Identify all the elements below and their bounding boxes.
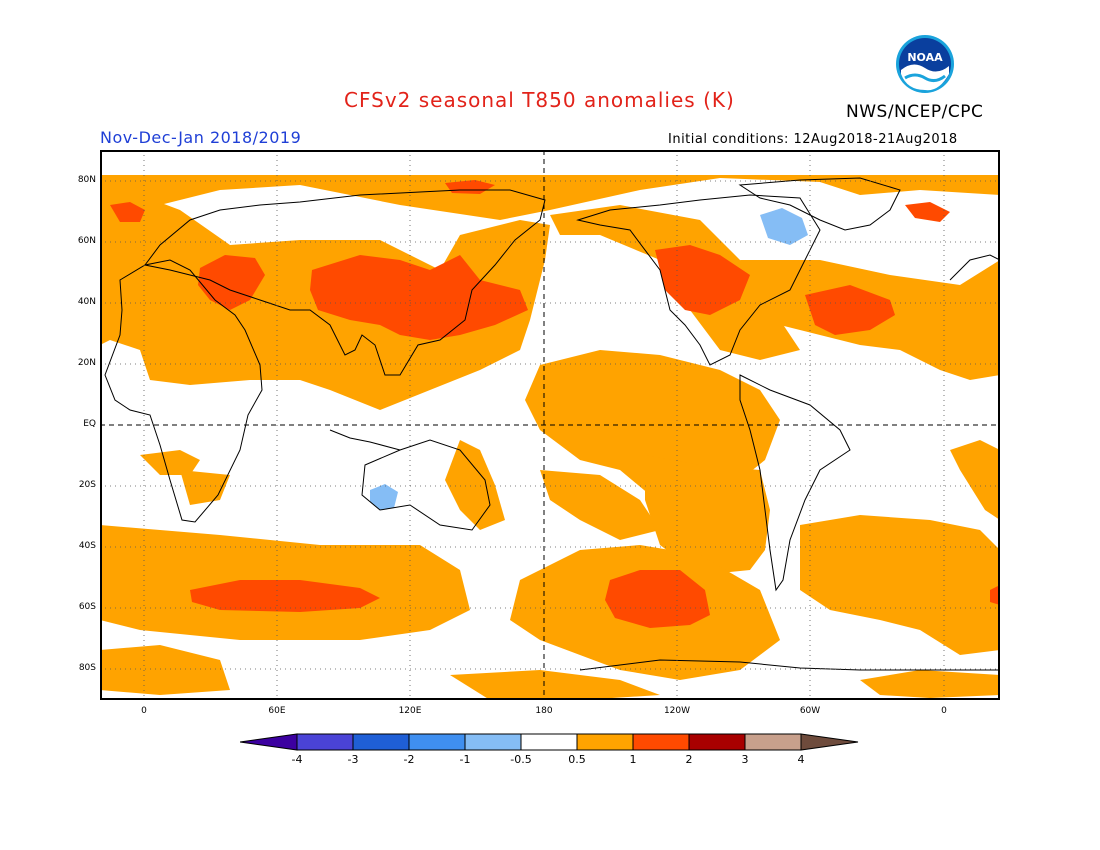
forecast-period: Nov-Dec-Jan 2018/2019: [100, 128, 302, 147]
lat-label: 60N: [77, 236, 96, 246]
agency-label: NWS/NCEP/CPC: [846, 102, 984, 122]
colorbar-tick-label: 0.5: [568, 753, 586, 766]
colorbar-segment: [352, 733, 410, 751]
lat-label: 20S: [78, 480, 96, 490]
lat-label: 60S: [78, 602, 96, 612]
colorbar-segment: [408, 733, 466, 751]
colorbar-tick-label: -4: [291, 753, 303, 766]
colorbar-segment: [688, 733, 746, 751]
colorbar-tick-label: -3: [347, 753, 359, 766]
colorbar-segment: [800, 733, 859, 751]
lat-label: 80N: [77, 175, 96, 185]
lon-label: 0: [141, 706, 147, 716]
lon-label: 120E: [398, 706, 422, 716]
colorbar-segment: [520, 733, 578, 751]
colorbar-segment: [464, 733, 522, 751]
colorbar-tick-label: 1: [629, 753, 637, 766]
lat-label: 40S: [78, 541, 96, 551]
colorbar-tick-label: -0.5: [510, 753, 532, 766]
lat-label: 40N: [77, 297, 96, 307]
lon-label: 60E: [268, 706, 286, 716]
lon-label: 120W: [663, 706, 691, 716]
logo-text: NOAA: [907, 51, 943, 64]
lon-label: 60W: [799, 706, 821, 716]
lon-label: 180: [535, 706, 553, 716]
colorbar-segment: [576, 733, 634, 751]
colorbar: [240, 733, 859, 751]
lat-label: 80S: [78, 663, 96, 673]
colorbar-segment: [296, 733, 354, 751]
weak-warm-anomaly-regions: [100, 175, 1000, 700]
weak-cold-anomaly-regions: [370, 208, 808, 510]
colorbar-segment: [632, 733, 690, 751]
chart-title: CFSv2 seasonal T850 anomalies (K): [344, 88, 735, 112]
colorbar-tick-label: -2: [403, 753, 415, 766]
colorbar-tick-label: -1: [459, 753, 471, 766]
lon-label: 0: [941, 706, 947, 716]
colorbar-tick-label: 2: [685, 753, 693, 766]
colorbar-segment: [744, 733, 802, 751]
lat-label: EQ: [83, 419, 96, 429]
initial-conditions: Initial conditions: 12Aug2018-21Aug2018: [668, 132, 958, 147]
anomaly-map: [100, 150, 1000, 700]
colorbar-tick-label: 4: [797, 753, 805, 766]
colorbar-tick-label: 3: [741, 753, 749, 766]
noaa-logo: NOAA: [896, 35, 954, 93]
colorbar-segment: [240, 733, 298, 751]
lat-label: 20N: [77, 358, 96, 368]
moderate-warm-anomaly-regions: [110, 180, 1000, 628]
